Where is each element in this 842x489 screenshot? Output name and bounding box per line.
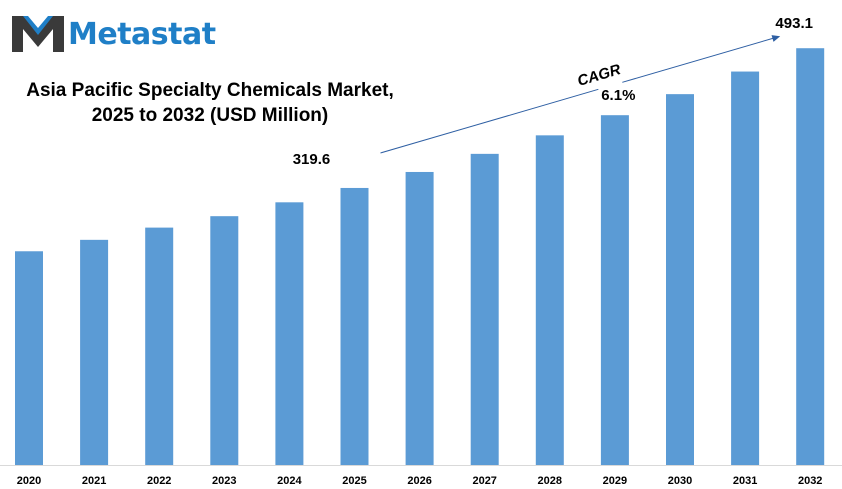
brand-logo: Metastat [12,16,216,52]
bar-2024 [275,202,304,465]
cagr-arrow-segment-2 [622,37,775,83]
cagr-value: 6.1% [601,87,635,104]
cagr-arrowhead [771,35,781,42]
x-tick-label-2022: 2022 [147,475,171,487]
x-tick-label-2028: 2028 [538,475,562,487]
bar-2028 [535,135,564,465]
bar-2022 [145,227,174,465]
x-tick-label-2021: 2021 [82,475,106,487]
metastat-m-logo-icon [12,16,64,52]
x-tick-label-2027: 2027 [472,475,496,487]
cagr-label: CAGR [575,61,622,90]
x-tick-label-2031: 2031 [733,475,757,487]
x-tick-label-2023: 2023 [212,475,236,487]
bar-2023 [210,216,239,465]
bar-2032 [796,48,825,465]
bar-2030 [666,94,694,466]
bar-2027 [470,153,499,465]
bar-2031 [731,71,760,465]
bar-2021 [80,239,109,465]
x-tick-label-2026: 2026 [407,475,431,487]
bar-2029 [600,115,629,465]
cagr-arrow-segment-1 [380,88,599,154]
data-label-2025: 319.6 [293,151,331,168]
bar-2025 [340,187,369,466]
chart-title-line-1: Asia Pacific Specialty Chemicals Market, [26,80,394,101]
x-tick-label-2025: 2025 [342,475,366,487]
x-tick-label-2030: 2030 [668,475,692,487]
bar-2026 [405,171,434,465]
x-tick-label-2029: 2029 [603,475,627,487]
chart-title-line-2: 2025 to 2032 (USD Million) [91,105,329,126]
x-tick-label-2032: 2032 [798,475,822,487]
x-tick-label-2024: 2024 [277,475,302,487]
bar-2020 [15,251,43,465]
chart-title: Asia Pacific Specialty Chemicals Market,… [10,78,410,128]
x-tick-label-2020: 2020 [17,475,41,487]
data-label-2032: 493.1 [775,15,813,32]
brand-name: Metastat [68,16,216,52]
